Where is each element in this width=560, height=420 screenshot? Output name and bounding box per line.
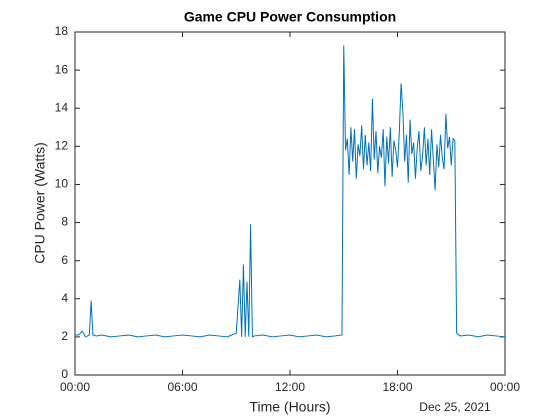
y-tick-label: 4 <box>61 291 68 305</box>
y-tick-label: 18 <box>55 24 69 38</box>
x-tick-label: 18:00 <box>382 380 412 394</box>
axes-box <box>74 31 506 376</box>
x-tick-label: 00:00 <box>60 380 90 394</box>
x-axis-label: Time (Hours) <box>249 399 330 415</box>
x-tick-label: 00:00 <box>490 380 520 394</box>
x-tick-label: 12:00 <box>275 380 305 394</box>
date-label: Dec 25, 2021 <box>419 400 491 414</box>
y-tick-label: 2 <box>61 329 68 343</box>
chart-title: Game CPU Power Consumption <box>184 9 396 25</box>
x-tick-label: 06:00 <box>167 380 197 394</box>
y-axis-label: CPU Power (Watts) <box>32 142 48 264</box>
y-tick-label: 0 <box>61 367 68 381</box>
y-tick-label: 10 <box>55 177 69 191</box>
y-tick-label: 14 <box>55 100 69 114</box>
line <box>75 45 506 338</box>
y-tick-label: 16 <box>55 62 69 76</box>
y-tick-label: 12 <box>55 139 69 153</box>
y-tick-label: 8 <box>61 215 68 229</box>
y-tick-label: 6 <box>61 253 68 267</box>
